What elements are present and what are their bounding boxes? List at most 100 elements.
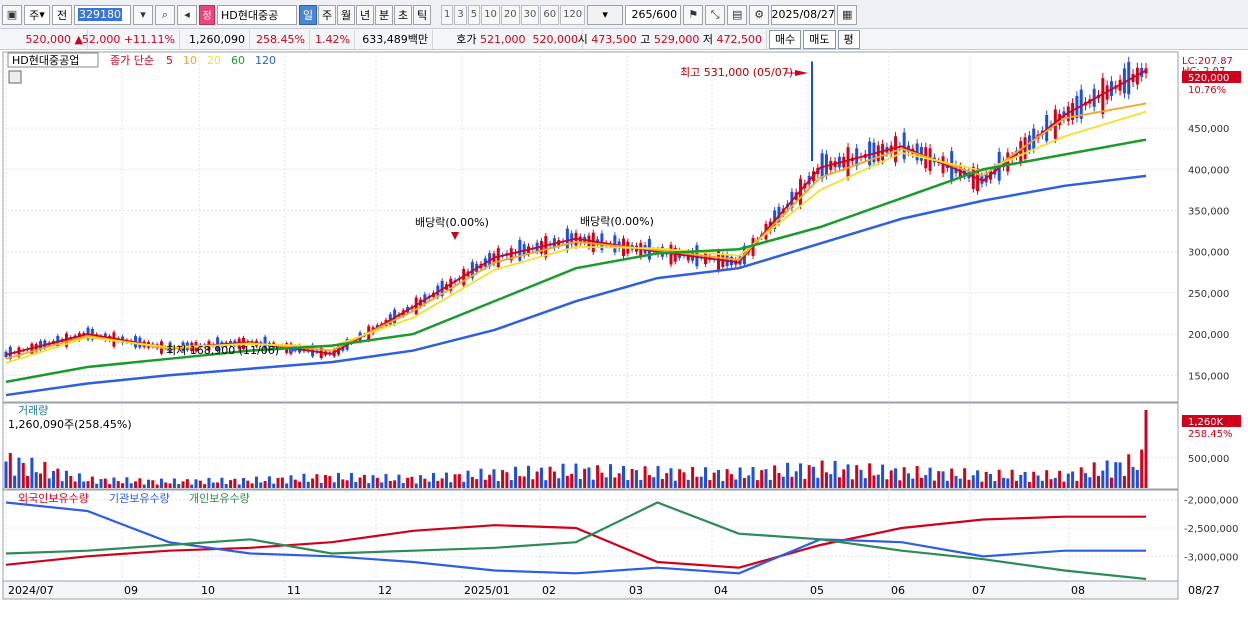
volume-bar — [885, 479, 889, 488]
period-tab[interactable]: 틱 — [413, 4, 431, 25]
volume-bar — [462, 481, 466, 488]
minute-step[interactable]: 3 — [454, 4, 467, 25]
volume-bar — [652, 477, 656, 488]
volume-bar — [1062, 481, 1066, 488]
volume-bar — [73, 481, 77, 488]
y-tick-label: 300,000 — [1188, 248, 1229, 259]
minute-step[interactable]: 20 — [500, 4, 520, 25]
y-tick-label: 400,000 — [1188, 165, 1229, 176]
volume-bar — [129, 483, 133, 488]
stock-name-field[interactable]: HD현대중공 — [217, 4, 297, 25]
volume-bar — [634, 470, 638, 488]
speaker-icon[interactable]: ◂ — [177, 4, 197, 25]
table-toggle-icon[interactable] — [8, 70, 22, 84]
legend-box — [7, 52, 99, 68]
search-icon[interactable]: ⌕ — [155, 4, 175, 25]
volume-bar — [712, 472, 716, 488]
candle-body — [971, 166, 975, 189]
dividend-annotation-1: 배당락(0.00%) — [415, 216, 489, 229]
volume-bar — [501, 470, 505, 488]
volume-bar — [99, 479, 103, 488]
volume-bar — [220, 477, 224, 488]
volume-bar — [384, 474, 388, 488]
volume-bar — [1140, 449, 1144, 488]
count-total: /600 — [652, 8, 678, 21]
volume-bar — [626, 480, 630, 488]
period-tab[interactable]: 분 — [375, 4, 393, 25]
period-tab[interactable]: 년 — [356, 4, 374, 25]
volume-bar — [704, 467, 708, 488]
volume-bar — [371, 475, 375, 488]
holder-line — [5, 515, 1146, 569]
volume-bars — [4, 410, 1148, 488]
holder-line — [5, 501, 1147, 581]
volume-bar — [440, 478, 444, 488]
minute-step[interactable]: 120 — [560, 4, 586, 25]
badge-icon[interactable]: 정 — [199, 4, 215, 25]
volume-bar — [842, 469, 846, 488]
period-tab[interactable]: 초 — [394, 4, 412, 25]
volume-bar — [345, 480, 349, 488]
prev-button[interactable]: 전 — [52, 4, 72, 25]
volume-bar — [39, 473, 43, 488]
volume-bar — [194, 479, 198, 488]
volume-bar — [514, 466, 518, 488]
low-value: 472,500 — [716, 32, 763, 46]
calendar-icon[interactable]: ▦ — [837, 4, 858, 25]
flat-button[interactable]: 평 — [837, 29, 860, 49]
date-field[interactable]: 2025/08/27 — [771, 4, 836, 25]
volume-bar — [1092, 462, 1096, 488]
volume-bar — [242, 478, 245, 488]
step-dropdown[interactable]: ▾ — [587, 4, 624, 25]
period-tab[interactable]: 월 — [337, 4, 355, 25]
ma-legend-item: 60 — [231, 54, 245, 67]
volume-bar — [207, 477, 211, 488]
chart-type-icon[interactable]: ⚑ — [683, 4, 704, 25]
volume-bar — [1040, 480, 1044, 488]
volume-bar — [734, 479, 738, 488]
volume-bar — [963, 468, 967, 488]
volume-bar — [1019, 474, 1023, 488]
volume-bar — [388, 480, 392, 488]
volume-bar — [630, 469, 634, 488]
buy-button[interactable]: 매수 — [769, 29, 802, 49]
draw-tool-icon[interactable]: ⤡ — [705, 4, 726, 25]
code-dropdown-icon[interactable]: ▾ — [133, 4, 153, 25]
minute-step[interactable]: 60 — [540, 4, 560, 25]
minute-step[interactable]: 10 — [481, 4, 500, 25]
volume-bar — [319, 482, 323, 488]
period-tab[interactable]: 일 — [299, 4, 317, 25]
volume-bar — [90, 476, 94, 488]
type-select[interactable]: 주 ▾ — [24, 4, 50, 25]
stock-code-input[interactable]: 329180 — [74, 4, 131, 25]
volume-bar — [147, 479, 150, 488]
layout-icon[interactable]: ▣ — [2, 4, 22, 25]
volume-bar — [881, 464, 885, 488]
volume-bar — [1144, 410, 1148, 488]
high-annotation: 최고 531,000 (05/07) — [680, 66, 793, 79]
count-field[interactable]: 265/600 — [625, 4, 682, 25]
minute-step[interactable]: 5 — [467, 4, 481, 25]
period-tab[interactable]: 주 — [318, 4, 336, 25]
minute-step[interactable]: 1 — [441, 4, 454, 25]
candle-body — [894, 136, 898, 163]
sell-button[interactable]: 매도 — [803, 29, 836, 49]
gear-icon[interactable]: ⚙ — [749, 4, 770, 25]
volume-bar — [380, 482, 384, 488]
chart-svg: 450,000 400,000 350,000 300,000 250,000 200,0… — [2, 51, 1241, 600]
volume-bar — [747, 475, 751, 488]
volume-bar — [1075, 480, 1079, 488]
minute-step[interactable]: 30 — [520, 4, 540, 25]
volume-bar — [216, 482, 220, 488]
volume-bar — [1002, 477, 1005, 488]
volume-bar — [660, 479, 664, 488]
save-icon[interactable]: ▤ — [727, 4, 748, 25]
volume-bar — [876, 474, 880, 488]
ma-legend-item: 5 — [166, 54, 173, 67]
volume-bar — [349, 472, 353, 488]
volume-bar — [43, 461, 47, 488]
volume-bar — [414, 483, 418, 488]
volume-bar — [578, 478, 582, 488]
volume-bar — [760, 470, 764, 488]
